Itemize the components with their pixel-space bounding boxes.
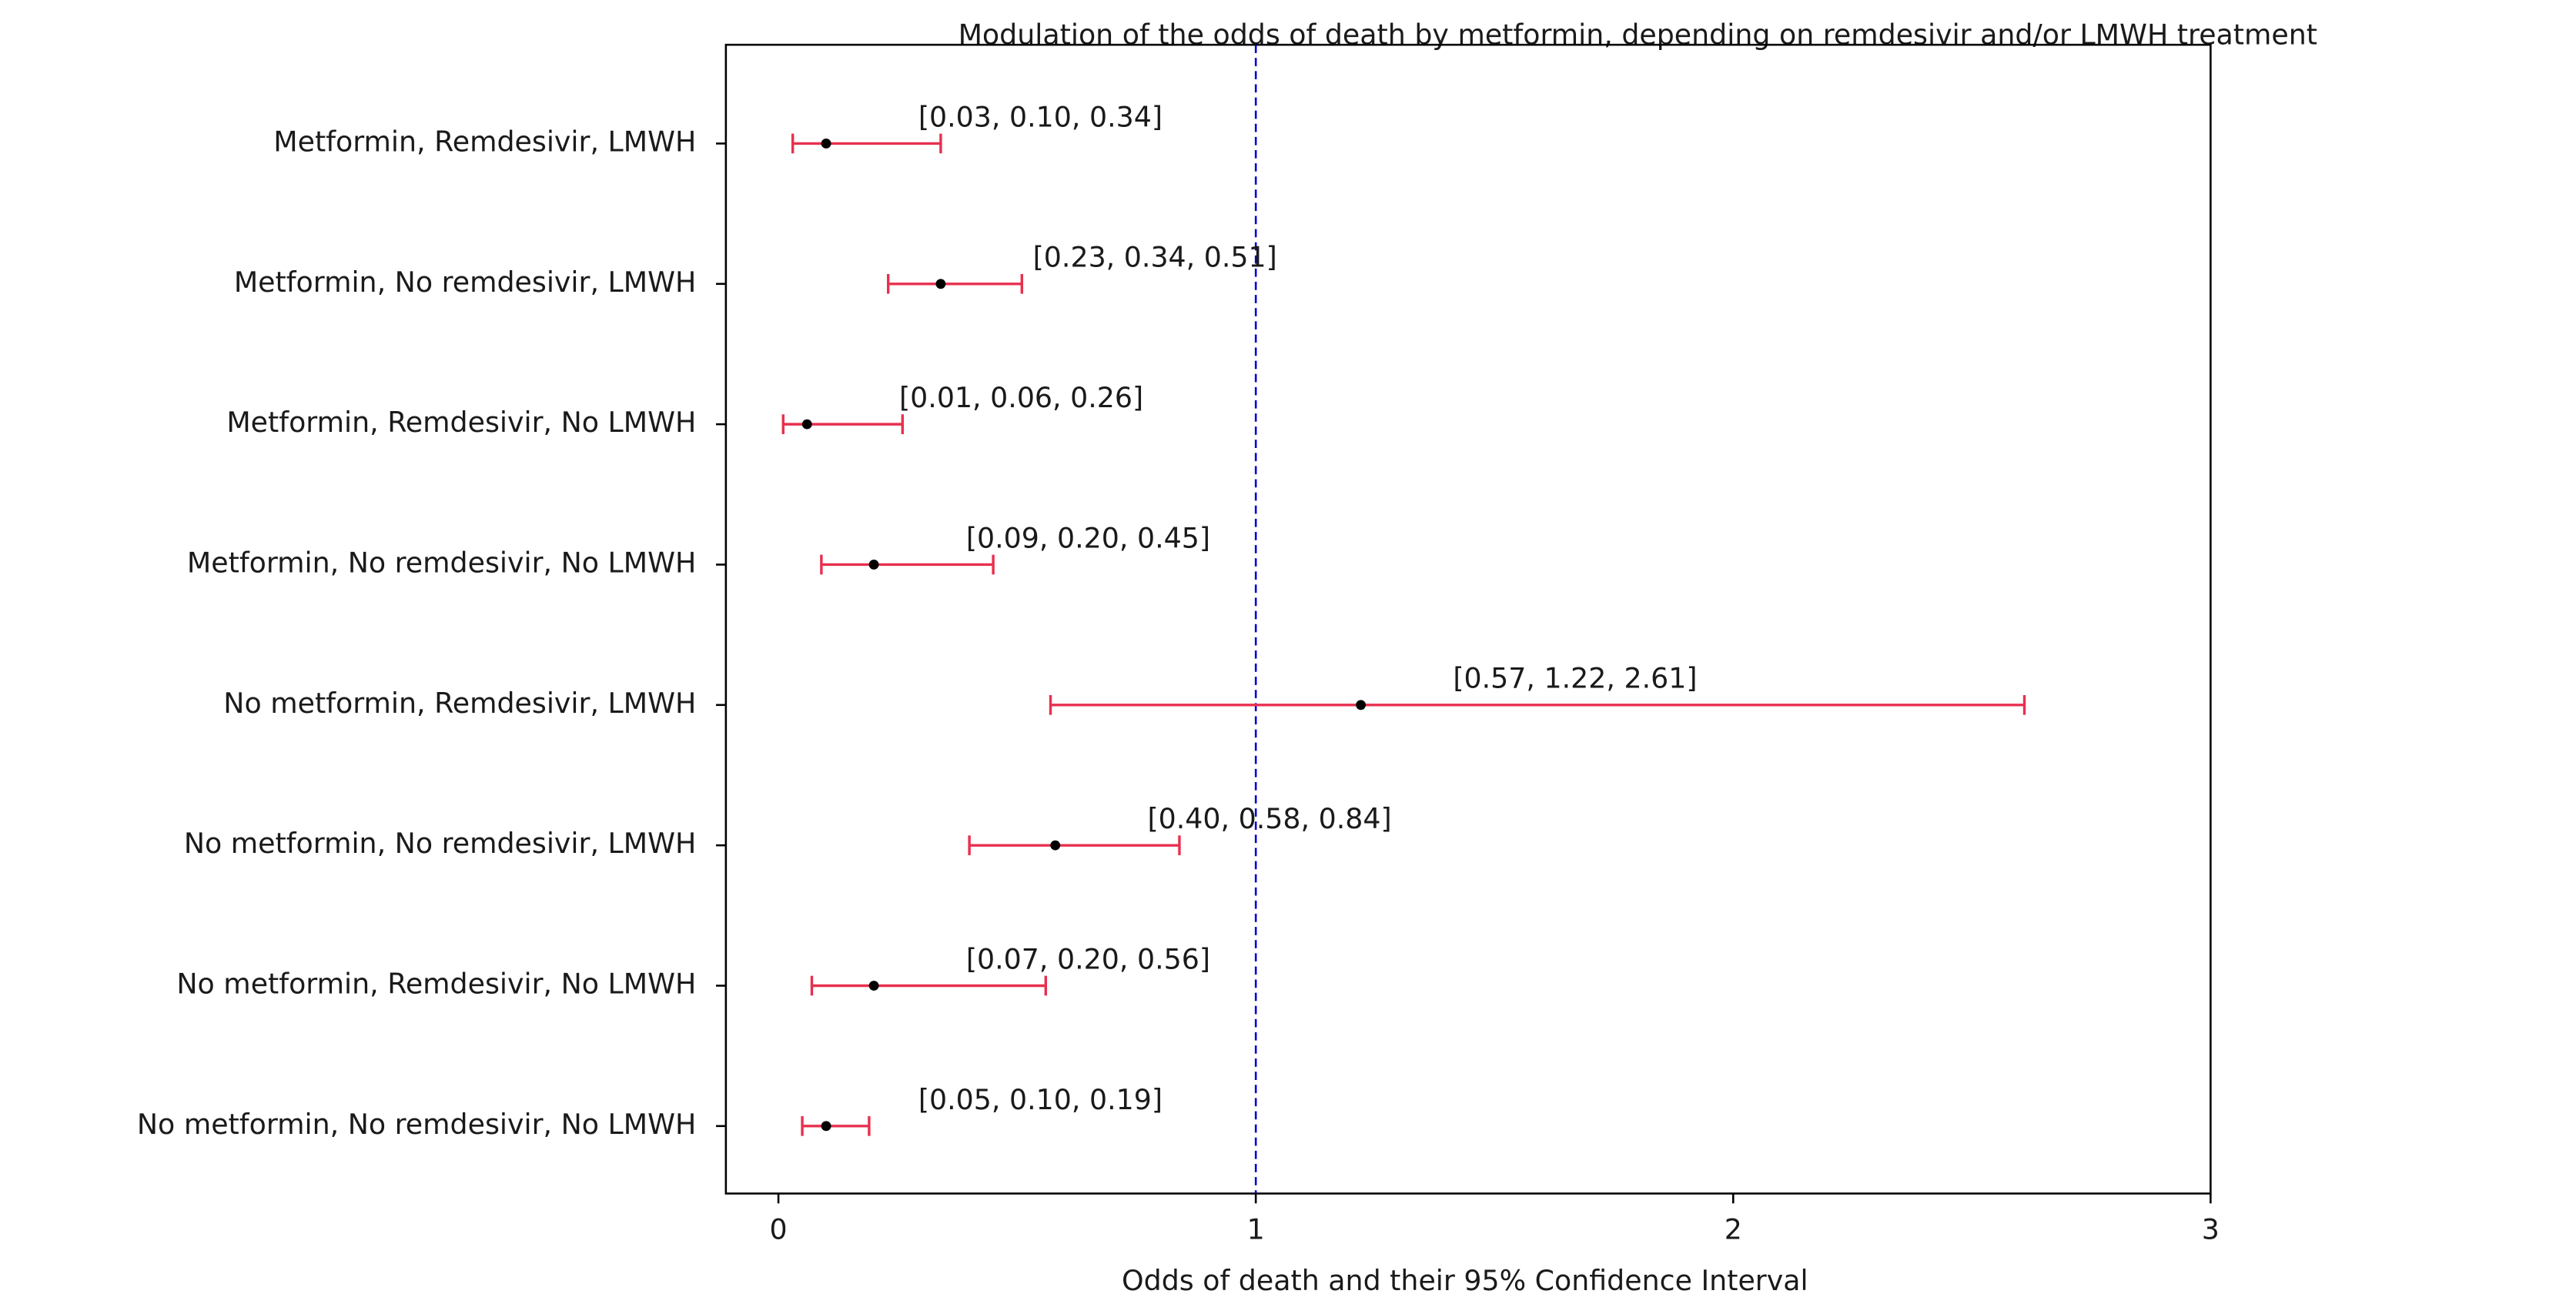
x-tick-label: 2 [1725, 1213, 1742, 1246]
y-tick-label: Metformin, No remdesivir, No LMWH [187, 546, 697, 579]
x-tick-label: 3 [2202, 1213, 2220, 1246]
y-tick-label: No metformin, Remdesivir, No LMWH [176, 967, 696, 1000]
y-tick-label: Metformin, No remdesivir, LMWH [234, 266, 697, 299]
estimate-point [801, 419, 812, 430]
value-label: [0.03, 0.10, 0.34] [918, 100, 1163, 133]
estimate-point [868, 560, 879, 570]
y-tick-label: No metformin, No remdesivir, No LMWH [137, 1108, 697, 1141]
x-axis-label: Odds of death and their 95% Confidence I… [1122, 1264, 1808, 1297]
value-label: [0.23, 0.34, 0.51] [1033, 241, 1277, 274]
estimate-point [1050, 840, 1061, 851]
estimate-point [821, 1121, 831, 1132]
y-tick-label: No metformin, Remdesivir, LMWH [223, 687, 696, 720]
value-label: [0.57, 1.22, 2.61] [1453, 662, 1697, 695]
value-label: [0.09, 0.20, 0.45] [966, 521, 1210, 554]
value-label: [0.07, 0.20, 0.56] [966, 942, 1210, 975]
value-label: [0.40, 0.58, 0.84] [1147, 802, 1391, 835]
x-tick-label: 1 [1247, 1213, 1265, 1246]
estimate-point [821, 139, 831, 149]
estimate-point [868, 981, 879, 991]
y-tick-label: Metformin, Remdesivir, LMWH [273, 125, 696, 158]
plot-frame [724, 43, 2212, 1195]
estimate-point [935, 279, 946, 289]
x-tick-label: 0 [770, 1213, 788, 1246]
value-label: [0.05, 0.10, 0.19] [918, 1083, 1163, 1116]
value-label: [0.01, 0.06, 0.26] [899, 381, 1143, 414]
estimate-point [1356, 700, 1367, 710]
chart-title: Modulation of the odds of death by metfo… [958, 18, 2317, 51]
y-tick-label: Metformin, Remdesivir, No LMWH [226, 406, 696, 439]
y-tick-label: No metformin, No remdesivir, LMWH [184, 827, 697, 860]
